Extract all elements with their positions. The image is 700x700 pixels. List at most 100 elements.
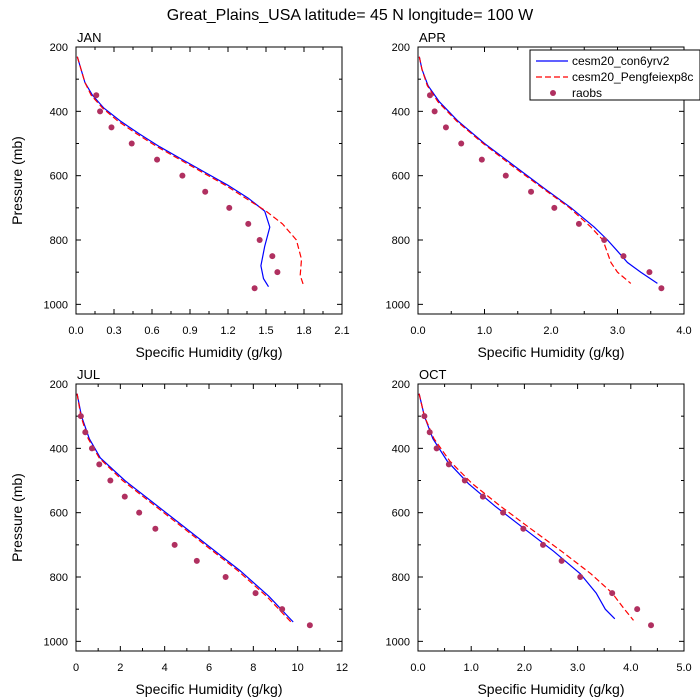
raobs-point [558,557,565,564]
raobs-point [251,285,258,292]
plot-frame [75,383,343,652]
raobs-point [658,285,665,292]
y-tick-label: 600 [392,171,410,183]
x-tick-label: 1.0 [464,662,479,674]
x-tick-label: 2.1 [334,325,349,337]
raobs-point [154,156,161,163]
y-tick-label: 800 [392,572,410,584]
y-tick-label: 200 [50,379,68,391]
cesm20_Pengfeiexp8-line [76,56,305,287]
cesm20_con6yrv2-line [418,393,616,620]
y-tick-label: 1000 [386,299,410,311]
raobs-point [202,188,209,195]
x-tick-label: 0.3 [106,325,121,337]
x-tick-label: 6 [206,662,212,674]
raobs-point [577,574,584,581]
raobs-point [108,124,115,131]
x-tick-label: 0.0 [68,325,83,337]
raobs-point [152,525,159,532]
raobs-point [226,204,233,211]
raobs-point [128,140,135,147]
x-axis-title: Specific Humidity (g/kg) [477,681,624,697]
raobs-point [426,429,433,436]
cesm20_con6yrv2-line [76,393,294,623]
series-group [418,393,655,629]
panel-label: OCT [419,367,447,382]
x-tick-label: 0.0 [410,662,425,674]
raobs-point [93,92,100,99]
raobs-point [648,622,655,629]
x-tick-label: 2.0 [517,662,532,674]
raobs-point [601,237,608,244]
x-tick-label: 4.0 [676,325,691,337]
y-tick-label: 400 [50,443,68,455]
raobs-point [426,92,433,99]
raobs-point [520,525,527,532]
y-tick-label: 200 [392,42,410,54]
y-axis-title: Pressure (mb) [9,473,25,562]
x-tick-label: 1.5 [258,325,273,337]
x-tick-label: 10 [292,662,304,674]
raobs-point [540,541,547,548]
x-axis-title: Specific Humidity (g/kg) [135,681,282,697]
panel-label: JUL [77,367,100,382]
raobs-point [136,509,143,516]
legend-label: cesm20_con6yrv2 [572,54,670,68]
x-tick-label: 0.6 [144,325,159,337]
y-tick-label: 600 [392,508,410,520]
legend-box [529,49,700,101]
y-axis-title: Pressure (mb) [9,136,25,225]
raobs-point [442,124,449,131]
raobs-point [279,606,286,613]
x-tick-label: 0.9 [182,325,197,337]
y-tick-label: 600 [50,508,68,520]
x-tick-label: 3.0 [610,325,625,337]
plot-frame [75,46,343,315]
raobs-point [620,253,627,260]
legend-entry-cesm20_con6yrv2: cesm20_con6yrv2 [536,54,670,68]
legend-label: cesm20_Pengfeiexp8c [572,70,693,84]
y-tick-label: 800 [50,235,68,247]
raobs-point [96,461,103,468]
y-tick-label: 1000 [386,636,410,648]
y-tick-label: 800 [392,235,410,247]
x-tick-label: 2.0 [543,325,558,337]
raobs-point [431,108,438,115]
legend-entry-cesm20_Pengfeiexp8: cesm20_Pengfeiexp8c [536,70,693,84]
y-tick-label: 1000 [44,636,68,648]
series-group [76,56,305,292]
y-tick-label: 200 [392,379,410,391]
y-tick-label: 600 [50,171,68,183]
panel-apr: APR 200 400 600 800 1000 0.0 1.0 2.0 3.0 4.0 Specif… [386,30,692,360]
panel-jan: JAN 200 400 600 800 1000 0.0 0.3 0.6 0.9 1.2 1.5 1.8… [9,30,350,360]
cesm20_Pengfeiexp8-line [418,393,634,621]
raobs-point [500,509,507,516]
panel-jul: JUL 200 400 600 800 1000 0 2 4 6 8 10 12 Specific Hum… [9,367,348,697]
raobs-point [269,253,276,260]
raobs-point [171,541,178,548]
x-tick-label: 1.2 [220,325,235,337]
y-tick-label: 200 [50,42,68,54]
raobs-point [82,429,89,436]
series-group [418,56,665,292]
legend-entry-raobs: raobs [550,86,602,100]
raobs-point [107,477,114,484]
raobs-point [193,557,200,564]
raobs-point [445,461,452,468]
raobs-point [528,188,535,195]
figure-title: Great_Plains_USA latitude= 45 N longitud… [167,7,534,24]
raobs-point [306,622,313,629]
x-tick-label: 4 [162,662,168,674]
x-tick-label: 12 [336,662,348,674]
raobs-point [421,413,428,420]
x-tick-label: 5.0 [676,662,691,674]
y-tick-label: 400 [50,106,68,118]
panel-oct: OCT 200 400 600 800 1000 0.0 1.0 2.0 3.0 4.0 5.0 Spe… [386,367,692,697]
raobs-point [77,413,84,420]
panels: JAN 200 400 600 800 1000 0.0 0.3 0.6 0.9 1.2 1.5 1.8… [9,30,692,697]
raobs-point [245,220,252,227]
cesm20_Pengfeiexp8-line [418,56,632,284]
panel-label: JAN [77,30,102,45]
